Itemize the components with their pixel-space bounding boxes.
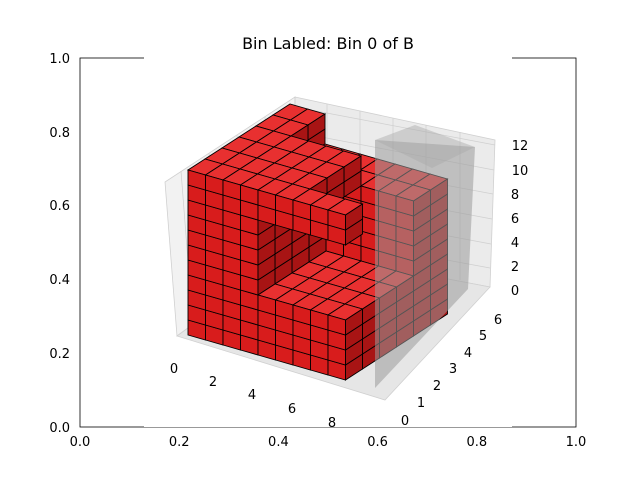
x3d-tick-label: 2 bbox=[209, 375, 217, 390]
x3d-tick-label: 0 bbox=[170, 362, 178, 377]
y3d-tick-label: 2 bbox=[433, 379, 441, 394]
outer-x-ticks: 0.0 0.2 0.4 0.6 0.8 1.0 bbox=[70, 435, 587, 450]
z3d-tick-label: 2 bbox=[511, 260, 519, 275]
z3d-tick-label: 0 bbox=[511, 284, 519, 299]
y3d-tick-label: 0 bbox=[401, 414, 409, 429]
outer-x-tick-label: 0.0 bbox=[70, 435, 91, 450]
y3d-tick-label: 3 bbox=[449, 362, 457, 377]
container-right-face bbox=[375, 140, 475, 388]
z3d-tick-label: 12 bbox=[512, 139, 529, 154]
outer-y-tick-label: 0.8 bbox=[49, 126, 70, 141]
container-top-face bbox=[375, 125, 475, 168]
outer-x-tick-label: 0.4 bbox=[268, 435, 289, 450]
outer-y-tick-label: 0.2 bbox=[49, 347, 70, 362]
chart-title: Bin Labled: Bin 0 of B bbox=[242, 34, 414, 53]
z3d-tick-label: 6 bbox=[511, 212, 519, 227]
outer-y-tick-label: 0.4 bbox=[49, 273, 70, 288]
outer-y-tick-label: 0.6 bbox=[49, 199, 70, 214]
outer-y-tick-label: 1.0 bbox=[49, 52, 70, 67]
z3d-tick-label: 4 bbox=[511, 236, 519, 251]
z3d-tick-label: 10 bbox=[512, 164, 529, 179]
voxel-face bbox=[345, 203, 363, 231]
grid-line bbox=[294, 106, 496, 146]
outer-x-tick-label: 0.2 bbox=[169, 435, 190, 450]
outer-x-tick-label: 0.6 bbox=[367, 435, 388, 450]
outer-x-tick-label: 1.0 bbox=[566, 435, 587, 450]
y3d-tick-label: 5 bbox=[479, 329, 487, 344]
z3d-ticks: 0 2 4 6 8 10 12 bbox=[511, 139, 528, 299]
outer-y-ticks: 0.0 0.2 0.4 0.6 0.8 1.0 bbox=[49, 52, 70, 436]
voxel-face bbox=[345, 308, 363, 336]
container-box bbox=[375, 125, 475, 388]
y3d-tick-label: 1 bbox=[417, 396, 425, 411]
z3d-tick-label: 8 bbox=[511, 188, 519, 203]
outer-x-tick-label: 0.8 bbox=[466, 435, 487, 450]
y3d-tick-label: 4 bbox=[464, 346, 472, 361]
outer-y-tick-label: 0.0 bbox=[49, 421, 70, 436]
x3d-tick-label: 6 bbox=[288, 402, 296, 417]
y3d-ticks: 0 1 2 3 4 5 6 bbox=[401, 313, 502, 429]
x3d-tick-label: 4 bbox=[248, 388, 256, 403]
x3d-ticks: 0 2 4 6 8 bbox=[170, 362, 336, 431]
y3d-tick-label: 6 bbox=[494, 313, 502, 328]
x3d-tick-label: 8 bbox=[328, 416, 336, 431]
